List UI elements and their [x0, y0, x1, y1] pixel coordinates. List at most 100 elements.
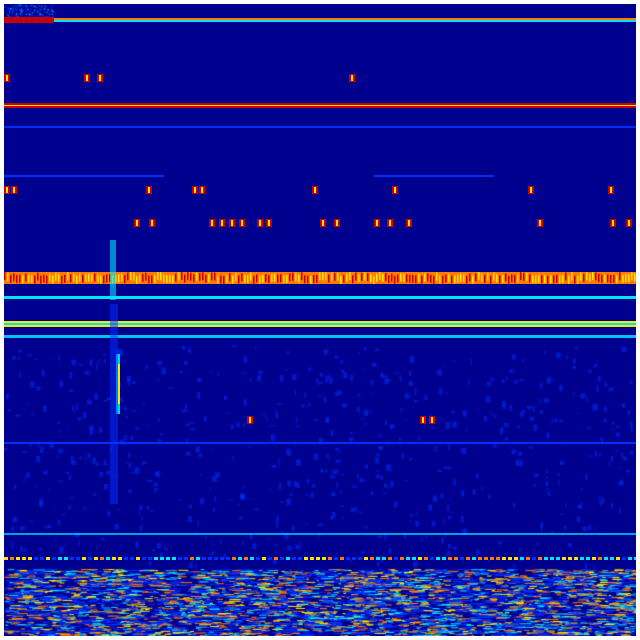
dash — [424, 557, 428, 560]
dash — [628, 557, 632, 560]
band-stripe — [619, 272, 621, 281]
band-stripe — [520, 272, 522, 281]
band-stripe — [124, 275, 126, 284]
band-stripe — [319, 272, 321, 281]
dash — [100, 557, 104, 560]
band — [4, 442, 636, 444]
band-stripe — [247, 274, 249, 283]
band-stripe — [541, 275, 543, 284]
dash — [70, 557, 74, 560]
dash — [376, 557, 380, 560]
band-stripe — [385, 272, 387, 281]
dash — [268, 557, 272, 560]
band-stripe — [253, 275, 255, 284]
red-mark-core — [539, 220, 541, 226]
dash — [304, 557, 308, 560]
band-stripe — [481, 273, 483, 282]
vertical-streak — [118, 364, 120, 404]
red-mark-core — [336, 220, 338, 226]
dash — [430, 557, 434, 560]
band-stripe — [31, 274, 33, 283]
band-stripe — [91, 273, 93, 282]
band-stripe — [289, 273, 291, 282]
band-stripe — [145, 272, 147, 281]
band-stripe — [484, 274, 486, 283]
band-stripe — [202, 272, 204, 281]
band-stripe — [67, 272, 69, 281]
band-stripe — [526, 273, 528, 282]
dash — [616, 557, 620, 560]
band-stripe — [304, 275, 306, 284]
band-stripe — [397, 274, 399, 283]
band-stripe — [418, 273, 420, 282]
dash — [76, 557, 80, 560]
dash — [394, 557, 398, 560]
red-mark-core — [268, 220, 270, 226]
dash — [166, 557, 170, 560]
band-stripe — [556, 274, 558, 283]
band-stripe — [238, 275, 240, 284]
dash — [184, 557, 188, 560]
band-stripe — [103, 275, 105, 284]
red-mark-core — [86, 75, 88, 81]
band — [4, 105, 636, 106]
band-stripe — [307, 275, 309, 284]
band-stripe — [466, 275, 468, 284]
dash — [490, 557, 494, 560]
band-stripe — [424, 273, 426, 282]
dash — [292, 557, 296, 560]
band-stripe — [568, 275, 570, 284]
band-stripe — [58, 273, 60, 282]
dash — [334, 557, 338, 560]
red-mark-core — [612, 220, 614, 226]
dash — [358, 557, 362, 560]
dash — [34, 557, 38, 560]
band-stripe — [70, 274, 72, 283]
band-stripe — [523, 272, 525, 281]
band-stripe — [337, 272, 339, 281]
vertical-streak — [110, 304, 118, 504]
red-mark-core — [151, 220, 153, 226]
band-stripe — [592, 272, 594, 281]
band-stripe — [157, 272, 159, 281]
band — [4, 296, 636, 299]
band-stripe — [493, 272, 495, 281]
band-stripe — [187, 272, 189, 281]
red-mark-core — [394, 187, 396, 193]
red-mark-core — [6, 187, 8, 193]
band-stripe — [421, 275, 423, 284]
band-stripe — [376, 273, 378, 282]
band-stripe — [382, 273, 384, 282]
band-stripe — [172, 275, 174, 284]
band-stripe — [277, 274, 279, 283]
band-stripe — [217, 275, 219, 284]
band-stripe — [478, 272, 480, 281]
band-stripe — [199, 272, 201, 281]
dash — [238, 557, 242, 560]
dash — [130, 557, 134, 560]
dash — [250, 557, 254, 560]
dash — [280, 557, 284, 560]
band-stripe — [472, 275, 474, 284]
dash — [412, 557, 416, 560]
red-mark-core — [422, 417, 424, 423]
dash — [454, 557, 458, 560]
dash — [106, 557, 110, 560]
band-stripe — [244, 274, 246, 283]
dash — [10, 557, 14, 560]
vertical-streak — [110, 240, 116, 300]
band-stripe — [79, 273, 81, 282]
band-stripe — [64, 274, 66, 283]
dash — [154, 557, 158, 560]
band-stripe — [142, 273, 144, 282]
band-stripe — [52, 275, 54, 284]
band-stripe — [442, 275, 444, 284]
band-stripe — [631, 272, 633, 281]
band-stripe — [553, 275, 555, 284]
band-stripe — [166, 274, 168, 283]
dash — [232, 557, 236, 560]
band-stripe — [190, 272, 192, 281]
band-stripe — [406, 274, 408, 283]
band-stripe — [34, 275, 36, 284]
band-stripe — [634, 273, 636, 282]
